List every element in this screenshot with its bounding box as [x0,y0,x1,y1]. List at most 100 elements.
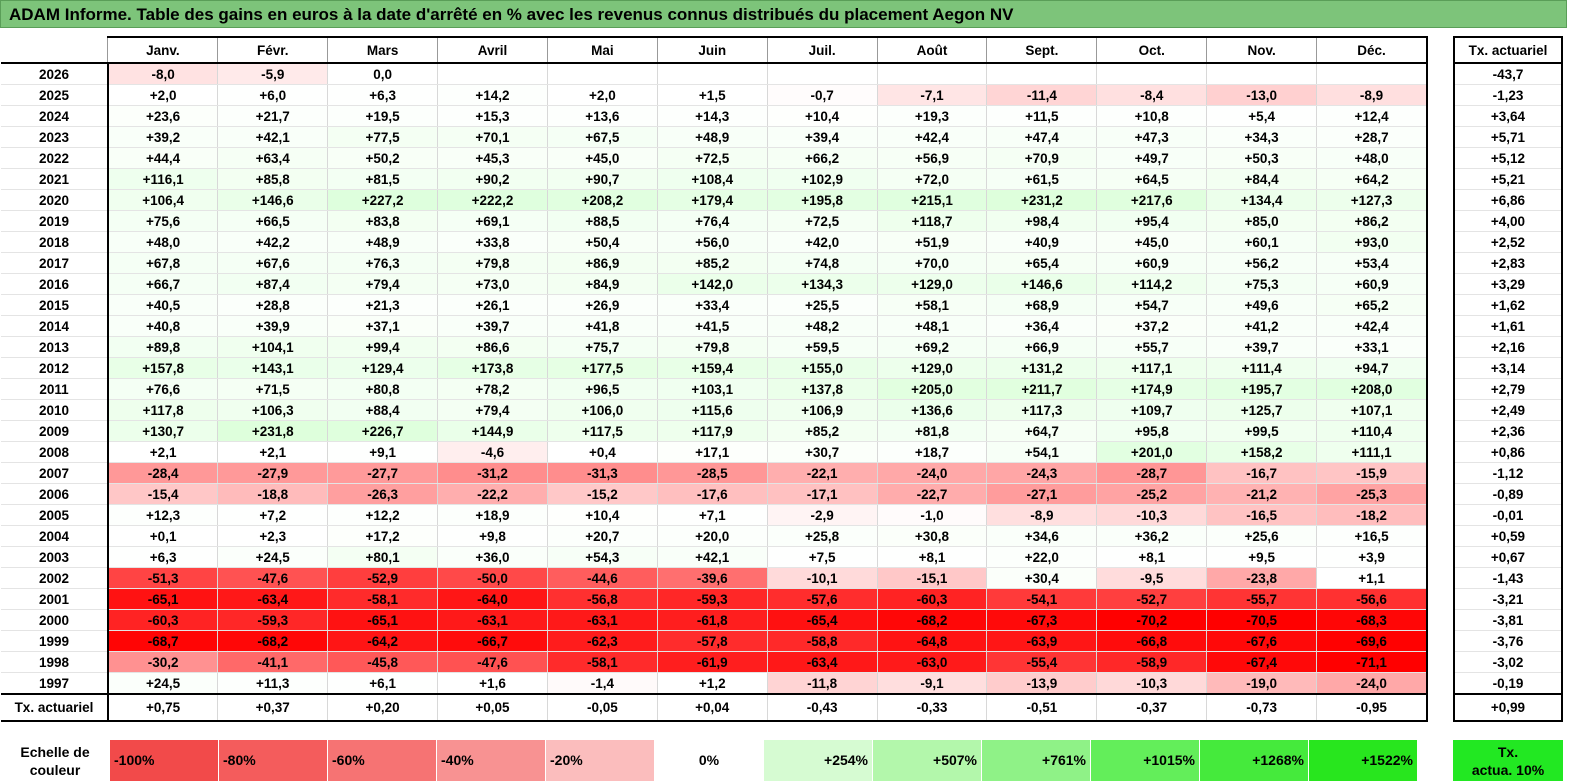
gain-cell: +47,3 [1096,126,1208,148]
gain-cell: +42,1 [657,546,768,568]
table-row: +1,61 [1453,315,1563,337]
gain-cell: +39,7 [1206,336,1318,358]
gain-cell: +0,1 [107,525,219,547]
gain-cell: -28,5 [657,462,768,484]
gain-cell: +25,5 [767,294,878,316]
gain-cell: +17,2 [327,525,439,547]
gain-cell: +179,4 [657,189,768,211]
gain-cell: +28,7 [1316,126,1429,148]
gain-cell: -71,1 [1316,651,1429,673]
year-cell: 2004 [1,525,109,547]
gain-cell: +117,5 [547,420,658,442]
color-scale-cell: +761% [982,740,1091,781]
actuarial-rate-legend: Tx. actua. 10% [1453,740,1563,781]
month-header: Mars [327,36,439,64]
gain-cell: +56,0 [657,231,768,253]
color-scale-cell: +507% [873,740,982,781]
table-row: 1997 +24,5 +11,3 +6,1 +1,6 -1,4 +1,2 -11,8 -9,1-… [1,672,1429,695]
gain-cell: +7,2 [217,504,329,526]
gain-cell: +8,1 [877,546,988,568]
month-header: Févr. [217,36,329,64]
gain-cell: -68,3 [1316,609,1429,631]
gain-cell: +75,7 [547,336,658,358]
gain-cell: +12,2 [327,504,439,526]
year-cell: 2011 [1,378,109,400]
gain-cell: +0,4 [547,441,658,463]
gain-cell: -28,4 [107,462,219,484]
gain-cell: +6,3 [327,84,439,106]
gain-cell: +14,2 [437,84,548,106]
gain-cell: +72,5 [657,147,768,169]
gain-cell: +33,4 [657,294,768,316]
gain-cell: -65,1 [107,588,219,610]
year-cell: 2001 [1,588,109,610]
gain-cell: +67,6 [217,252,329,274]
actuarial-rate-header: Tx. actuariel [1453,36,1563,64]
gain-cell: +42,4 [877,126,988,148]
gain-cell: +85,2 [657,252,768,274]
gain-cell: -17,1 [767,483,878,505]
table-row: 2014 +40,8 +39,9 +37,1 +39,7 +41,8 +41,5 +48,2 +… [1,315,1429,337]
gain-cell: +58,1 [877,294,988,316]
actuarial-rate-cell: -0,89 [1453,483,1563,505]
gain-cell: +68,9 [986,294,1098,316]
gain-cell: -16,5 [1206,504,1318,526]
gain-cell: +107,1 [1316,399,1429,421]
gain-cell: +66,7 [107,273,219,295]
gain-cell: -62,3 [547,630,658,652]
gain-cell: -28,7 [1096,462,1208,484]
gain-cell [1096,63,1208,85]
gain-cell: -15,2 [547,483,658,505]
table-row: -0,89 [1453,483,1563,505]
gain-cell: +103,1 [657,378,768,400]
gain-cell: +76,6 [107,378,219,400]
actuarial-rate-cell: +2,49 [1453,399,1563,421]
gain-cell: +60,9 [1316,273,1429,295]
gain-cell: +41,5 [657,315,768,337]
gain-cell: -70,5 [1206,609,1318,631]
gain-cell: +37,2 [1096,315,1208,337]
table-row: +2,52 [1453,231,1563,253]
gain-cell: +2,3 [217,525,329,547]
gain-cell: +10,4 [547,504,658,526]
actuarial-rate-cell: +2,52 [1453,231,1563,253]
gain-cell: +109,7 [1096,399,1208,421]
gain-cell: -50,0 [437,567,548,589]
gain-cell: -57,6 [767,588,878,610]
gain-cell: +227,2 [327,189,439,211]
gain-cell: +76,4 [657,210,768,232]
gain-cell: -70,2 [1096,609,1208,631]
gain-cell: -15,9 [1316,462,1429,484]
gain-cell: +3,9 [1316,546,1429,568]
gain-cell: +129,4 [327,357,439,379]
table-row: 2007 -28,4 -27,9 -27,7 -31,2 -31,3 -28,5 -22,1-… [1,462,1429,484]
month-header: Oct. [1096,36,1208,64]
year-cell: 1997 [1,672,109,695]
gain-cell: +50,4 [547,231,658,253]
gain-cell: +14,3 [657,105,768,127]
gain-cell: -30,2 [107,651,219,673]
table-row: 2008 +2,1 +2,1 +9,1 -4,6 +0,4 +17,1 +30,7 +18,7 +… [1,441,1429,463]
gain-cell: +146,6 [217,189,329,211]
gain-cell: +21,7 [217,105,329,127]
year-cell: 1999 [1,630,109,652]
gain-cell: +74,8 [767,252,878,274]
gain-cell: +50,3 [1206,147,1318,169]
color-scale-cells: -100% -80% -60% -40% -20% 0% +254% +507% +761% +1… [110,740,1418,781]
gain-cell: -68,2 [877,609,988,631]
gain-cell: -45,8 [327,651,439,673]
gain-cell: -66,8 [1096,630,1208,652]
gain-cell: +1,2 [657,672,768,695]
table-row: -43,7 [1453,63,1563,85]
gain-cell: +72,0 [877,168,988,190]
actuarial-rate-cell: +1,62 [1453,294,1563,316]
gain-cell: -69,6 [1316,630,1429,652]
gain-cell: +158,2 [1206,441,1318,463]
table-row: 2013 +89,8 +104,1 +99,4 +86,6 +75,7 +79,8 +59,5… [1,336,1429,358]
gain-cell: +59,5 [767,336,878,358]
gain-cell: +115,6 [657,399,768,421]
gain-cell: +18,7 [877,441,988,463]
gain-cell: -31,2 [437,462,548,484]
actuarial-rate-cell: +2,79 [1453,378,1563,400]
gain-cell: -26,3 [327,483,439,505]
